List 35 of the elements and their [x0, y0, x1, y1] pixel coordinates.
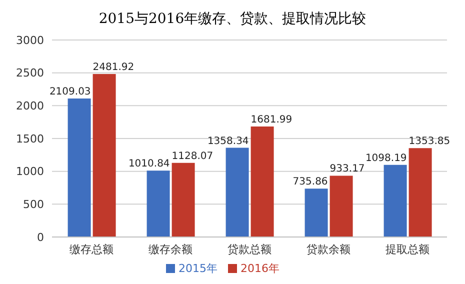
y-tick-label: 500: [23, 198, 44, 212]
bar: [330, 176, 353, 237]
x-tick-label: 贷款总额: [228, 242, 272, 256]
x-tick-label: 缴存余额: [148, 242, 192, 256]
y-tick-label: 3000: [16, 34, 44, 47]
legend-label: 2016年: [240, 262, 280, 275]
bar: [68, 98, 91, 237]
bar: [92, 74, 116, 237]
x-tick-label: 提取总额: [386, 242, 430, 256]
data-label: 2481.92: [92, 62, 134, 74]
data-label: 1098.19: [365, 152, 407, 164]
x-tick-label: 贷款余额: [306, 242, 350, 256]
bar: [304, 188, 328, 237]
y-tick-label: 1500: [16, 132, 44, 146]
y-tick-label: 2000: [16, 100, 44, 113]
data-label: 1128.07: [172, 150, 214, 162]
data-label: 1353.85: [408, 136, 450, 148]
data-label: 933.17: [330, 164, 365, 175]
bar: [408, 148, 432, 237]
bar: [172, 162, 195, 237]
bar: [226, 148, 249, 237]
data-label: 1010.84: [128, 158, 170, 170]
legend-label: 2015年: [178, 262, 218, 275]
bar: [146, 170, 170, 237]
y-tick-label: 2500: [16, 66, 44, 80]
chart-title: 2015与2016年缴存、贷款、提取情况比较: [98, 10, 368, 29]
bar: [384, 164, 407, 237]
x-tick-label: 缴存总额: [70, 242, 114, 256]
y-tick-label: 0: [37, 230, 44, 244]
data-label: 735.86: [292, 176, 328, 188]
y-tick-label: 1000: [16, 165, 44, 178]
bar: [250, 126, 274, 237]
data-label: 1358.34: [207, 136, 249, 147]
data-label: 2109.03: [49, 86, 91, 98]
data-label: 1681.99: [250, 114, 292, 126]
